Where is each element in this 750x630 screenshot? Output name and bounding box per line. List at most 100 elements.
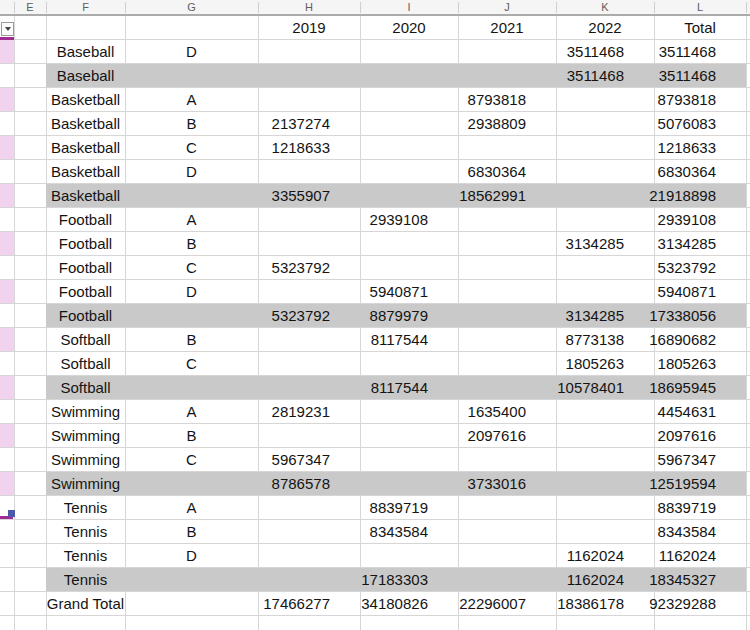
value-cell-2022[interactable] <box>556 256 654 279</box>
grand-total-value-cell-2022[interactable]: 18386178 <box>556 592 654 615</box>
value-cell-2020[interactable]: 5940871 <box>360 280 458 303</box>
value-cell-2020[interactable]: 8117544 <box>360 328 458 351</box>
value-cell-2021[interactable] <box>458 328 556 351</box>
value-cell-2019[interactable] <box>258 280 360 303</box>
total-value-cell[interactable]: 8343584 <box>654 520 746 543</box>
row-label-cell[interactable]: Tennis <box>46 544 125 567</box>
division-cell[interactable]: B <box>125 112 258 135</box>
row-label-cell[interactable]: Basketball <box>46 136 125 159</box>
subtotal-label-cell[interactable]: Football <box>46 304 125 327</box>
total-value-cell[interactable]: 17338056 <box>654 304 746 327</box>
value-cell-2020[interactable]: 8839719 <box>360 496 458 519</box>
value-cell-2020[interactable] <box>360 352 458 375</box>
row-label-cell[interactable]: Tennis <box>46 496 125 519</box>
banded-cell[interactable] <box>0 472 14 495</box>
row-label-cell[interactable]: Baseball <box>46 40 125 63</box>
division-cell[interactable]: A <box>125 496 258 519</box>
year-header-cell[interactable]: 2021 <box>458 16 556 39</box>
division-cell[interactable]: C <box>125 448 258 471</box>
value-cell-2021[interactable] <box>458 256 556 279</box>
value-cell-2019[interactable] <box>258 64 360 87</box>
value-cell-2021[interactable] <box>458 40 556 63</box>
subtotal-label-cell[interactable]: Baseball <box>46 64 125 87</box>
value-cell-2021[interactable]: 3733016 <box>458 472 556 495</box>
total-value-cell[interactable]: 1218633 <box>654 136 746 159</box>
row-label-cell[interactable]: Tennis <box>46 520 125 543</box>
value-cell-2019[interactable]: 3355907 <box>258 184 360 207</box>
grand-total-value-cell-2020[interactable]: 34180826 <box>360 592 458 615</box>
row-label-cell[interactable]: Basketball <box>46 112 125 135</box>
division-cell[interactable]: A <box>125 88 258 111</box>
value-cell-2021[interactable] <box>458 520 556 543</box>
value-cell-2020[interactable] <box>360 64 458 87</box>
grand-total-label-cell[interactable]: Grand Total <box>46 592 125 615</box>
division-cell[interactable]: B <box>125 424 258 447</box>
value-cell-2020[interactable]: 8343584 <box>360 520 458 543</box>
row-label-cell[interactable]: Swimming <box>46 400 125 423</box>
row-label-cell[interactable]: Softball <box>46 352 125 375</box>
value-cell-2022[interactable] <box>556 88 654 111</box>
value-cell-2020[interactable] <box>360 184 458 207</box>
value-cell-2019[interactable]: 5967347 <box>258 448 360 471</box>
column-header-H[interactable]: H <box>258 0 360 14</box>
grand-total-cell[interactable]: 92329288 <box>654 592 746 615</box>
row-label-cell[interactable]: Basketball <box>46 160 125 183</box>
subtotal-label-cell[interactable]: Basketball <box>46 184 125 207</box>
value-cell-2021[interactable] <box>458 568 556 591</box>
selection-fill-handle[interactable] <box>8 510 15 517</box>
column-header-G[interactable]: G <box>125 0 258 14</box>
value-cell-2022[interactable] <box>556 520 654 543</box>
value-cell-2022[interactable]: 3511468 <box>556 40 654 63</box>
total-value-cell[interactable]: 5967347 <box>654 448 746 471</box>
value-cell-2020[interactable] <box>360 472 458 495</box>
value-cell-2019[interactable] <box>258 40 360 63</box>
subtotal-label-cell[interactable]: Tennis <box>46 568 125 591</box>
row-label-cell[interactable]: Football <box>46 256 125 279</box>
value-cell-2022[interactable] <box>556 136 654 159</box>
value-cell-2020[interactable] <box>360 112 458 135</box>
total-value-cell[interactable]: 2097616 <box>654 424 746 447</box>
division-cell[interactable]: D <box>125 160 258 183</box>
value-cell-2020[interactable]: 8879979 <box>360 304 458 327</box>
year-header-cell[interactable]: 2020 <box>360 16 458 39</box>
banded-cell[interactable] <box>0 280 14 303</box>
banded-cell[interactable] <box>0 424 14 447</box>
total-value-cell[interactable]: 8793818 <box>654 88 746 111</box>
division-cell[interactable]: D <box>125 280 258 303</box>
row-label-cell[interactable]: Swimming <box>46 424 125 447</box>
value-cell-2022[interactable] <box>556 424 654 447</box>
value-cell-2020[interactable] <box>360 136 458 159</box>
value-cell-2019[interactable]: 2137274 <box>258 112 360 135</box>
value-cell-2019[interactable] <box>258 160 360 183</box>
division-cell[interactable]: C <box>125 352 258 375</box>
column-header-I[interactable]: I <box>360 0 458 14</box>
value-cell-2022[interactable]: 1162024 <box>556 544 654 567</box>
total-value-cell[interactable]: 6830364 <box>654 160 746 183</box>
value-cell-2021[interactable]: 8793818 <box>458 88 556 111</box>
total-value-cell[interactable]: 3511468 <box>654 64 746 87</box>
year-header-cell[interactable]: 2022 <box>556 16 654 39</box>
column-header-K[interactable]: K <box>556 0 654 14</box>
total-value-cell[interactable]: 18695945 <box>654 376 746 399</box>
value-cell-2022[interactable]: 3134285 <box>556 304 654 327</box>
year-header-cell[interactable]: 2019 <box>258 16 360 39</box>
value-cell-2020[interactable] <box>360 424 458 447</box>
value-cell-2022[interactable] <box>556 496 654 519</box>
value-cell-2019[interactable] <box>258 424 360 447</box>
value-cell-2022[interactable] <box>556 208 654 231</box>
value-cell-2019[interactable] <box>258 568 360 591</box>
total-value-cell[interactable]: 16890682 <box>654 328 746 351</box>
column-header-J[interactable]: J <box>458 0 556 14</box>
value-cell-2020[interactable] <box>360 256 458 279</box>
value-cell-2019[interactable] <box>258 376 360 399</box>
value-cell-2022[interactable]: 10578401 <box>556 376 654 399</box>
value-cell-2021[interactable] <box>458 280 556 303</box>
filter-dropdown-button[interactable] <box>1 22 14 36</box>
division-cell[interactable]: B <box>125 328 258 351</box>
value-cell-2021[interactable] <box>458 352 556 375</box>
grand-total-value-cell-2021[interactable]: 22296007 <box>458 592 556 615</box>
value-cell-2021[interactable] <box>458 232 556 255</box>
banded-cell[interactable] <box>0 232 14 255</box>
value-cell-2021[interactable]: 2097616 <box>458 424 556 447</box>
value-cell-2021[interactable]: 6830364 <box>458 160 556 183</box>
